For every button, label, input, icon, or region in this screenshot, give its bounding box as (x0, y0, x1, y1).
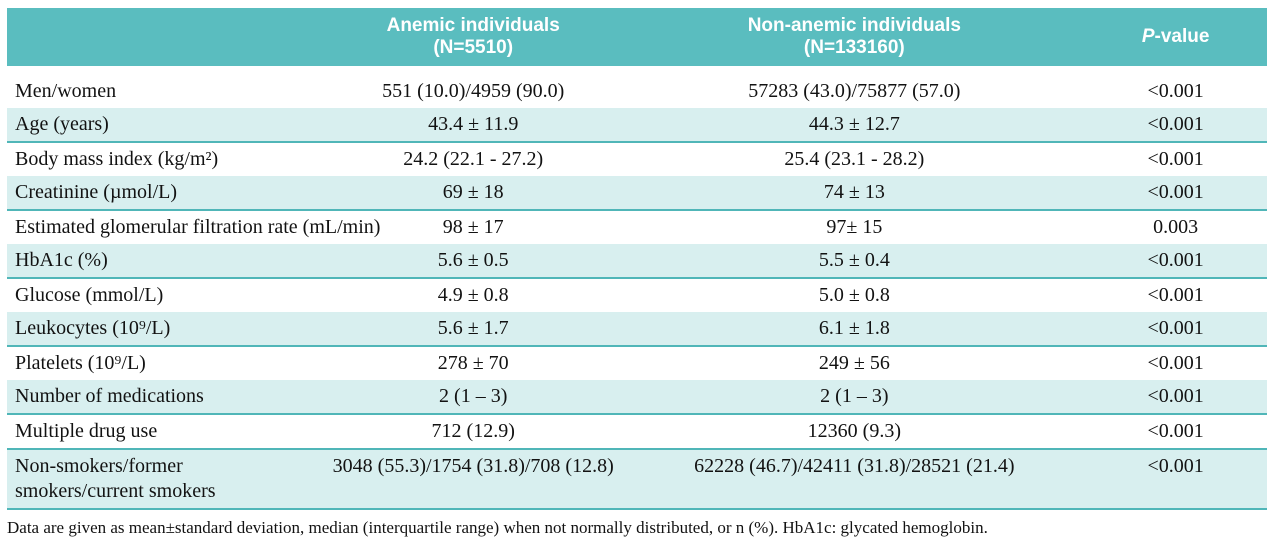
p-value: 0.003 (1153, 216, 1199, 238)
table-row: Creatinine (µmol/L) 69 ± 18 74 ± 13 <0.0… (7, 176, 1267, 211)
row-label: Men/women (15, 80, 117, 102)
p-value: <0.001 (1147, 352, 1204, 374)
anemic-value: 43.4 ± 11.9 (322, 108, 625, 143)
non-anemic-value: 57283 (43.0)/75877 (57.0) (748, 80, 961, 102)
table-row: Non-smokers/former smokers/current smoke… (7, 448, 1267, 510)
non-anemic-value: 12360 (9.3) (807, 420, 901, 442)
table-row: Leukocytes (10⁹/L) 5.6 ± 1.7 6.1 ± 1.8 <… (7, 312, 1267, 347)
p-value-italic-p: P (1141, 26, 1155, 47)
p-value: <0.001 (1147, 284, 1204, 306)
anemic-value: 2 (1 – 3) (322, 380, 625, 415)
table-footnote: Data are given as mean±standard deviatio… (7, 518, 988, 537)
row-label: Estimated glomerular filtration rate (mL… (15, 216, 381, 238)
table-row: HbA1c (%) 5.6 ± 0.5 5.5 ± 0.4 <0.001 (7, 244, 1267, 279)
non-anemic-value: 62228 (46.7)/42411 (31.8)/28521 (21.4) (624, 448, 1085, 510)
non-anemic-value: 44.3 ± 12.7 (624, 108, 1085, 143)
anemic-value: 98 ± 17 (442, 216, 504, 238)
anemic-value: 5.6 ± 1.7 (322, 312, 625, 347)
table-header: Anemic individuals (N=5510) Non-anemic i… (7, 8, 1267, 66)
anemic-value: 278 ± 70 (437, 352, 509, 374)
row-label: Glucose (mmol/L) (15, 284, 164, 306)
p-value: <0.001 (1084, 244, 1267, 279)
anemic-value: 712 (12.9) (431, 420, 515, 442)
header-non-anemic: Non-anemic individuals (N=133160) (624, 8, 1085, 66)
p-value: <0.001 (1084, 448, 1267, 510)
table-row: Age (years) 43.4 ± 11.9 44.3 ± 12.7 <0.0… (7, 108, 1267, 143)
p-value: <0.001 (1084, 312, 1267, 347)
anemic-value: 4.9 ± 0.8 (437, 284, 509, 306)
header-row: Anemic individuals (N=5510) Non-anemic i… (7, 8, 1267, 66)
p-value: <0.001 (1084, 176, 1267, 211)
p-value: <0.001 (1084, 380, 1267, 415)
p-value: <0.001 (1147, 420, 1204, 442)
non-anemic-value: 5.0 ± 0.8 (818, 284, 890, 306)
anemic-value: 551 (10.0)/4959 (90.0) (382, 80, 565, 102)
p-value: <0.001 (1147, 148, 1204, 170)
table-row: Number of medications 2 (1 – 3) 2 (1 – 3… (7, 380, 1267, 415)
non-anemic-value: 74 ± 13 (624, 176, 1085, 211)
row-label: Platelets (10⁹/L) (15, 352, 146, 374)
p-value: <0.001 (1147, 80, 1204, 102)
table-container: Anemic individuals (N=5510) Non-anemic i… (7, 8, 1267, 510)
non-anemic-value: 97± 15 (826, 216, 883, 238)
table-row: Estimated glomerular filtration rate (mL… (7, 210, 1267, 244)
header-empty-cell (7, 8, 322, 66)
row-label: Multiple drug use (15, 420, 158, 442)
header-anemic: Anemic individuals (N=5510) (322, 8, 625, 66)
baseline-characteristics-table: Anemic individuals (N=5510) Non-anemic i… (7, 8, 1267, 510)
non-anemic-value: 25.4 (23.1 - 28.2) (784, 148, 925, 170)
anemic-value: 69 ± 18 (322, 176, 625, 211)
p-value-rest: -value (1154, 26, 1210, 47)
row-label: Body mass index (kg/m²) (15, 148, 219, 170)
non-anemic-value: 249 ± 56 (818, 352, 890, 374)
non-anemic-value: 2 (1 – 3) (624, 380, 1085, 415)
row-label: Non-smokers/former smokers/current smoke… (7, 448, 322, 510)
table-row: Body mass index (kg/m²) 24.2 (22.1 - 27.… (7, 142, 1267, 176)
row-label: Age (years) (7, 108, 322, 143)
non-anemic-value: 5.5 ± 0.4 (624, 244, 1085, 279)
anemic-value: 5.6 ± 0.5 (322, 244, 625, 279)
header-p-value: P-value (1084, 8, 1267, 66)
table-row: Multiple drug use 712 (12.9) 12360 (9.3)… (7, 414, 1267, 449)
anemic-value: 3048 (55.3)/1754 (31.8)/708 (12.8) (322, 448, 625, 510)
row-label: HbA1c (%) (7, 244, 322, 279)
anemic-value: 24.2 (22.1 - 27.2) (403, 148, 544, 170)
p-value: <0.001 (1084, 108, 1267, 143)
table-row: Men/women 551 (10.0)/4959 (90.0) 57283 (… (7, 66, 1267, 108)
row-label: Leukocytes (10⁹/L) (7, 312, 322, 347)
row-label: Creatinine (µmol/L) (7, 176, 322, 211)
non-anemic-value: 6.1 ± 1.8 (624, 312, 1085, 347)
table-row: Platelets (10⁹/L) 278 ± 70 249 ± 56 <0.0… (7, 346, 1267, 380)
table-row: Glucose (mmol/L) 4.9 ± 0.8 5.0 ± 0.8 <0.… (7, 278, 1267, 312)
row-label: Number of medications (7, 380, 322, 415)
table-body: Men/women 551 (10.0)/4959 (90.0) 57283 (… (7, 66, 1267, 510)
